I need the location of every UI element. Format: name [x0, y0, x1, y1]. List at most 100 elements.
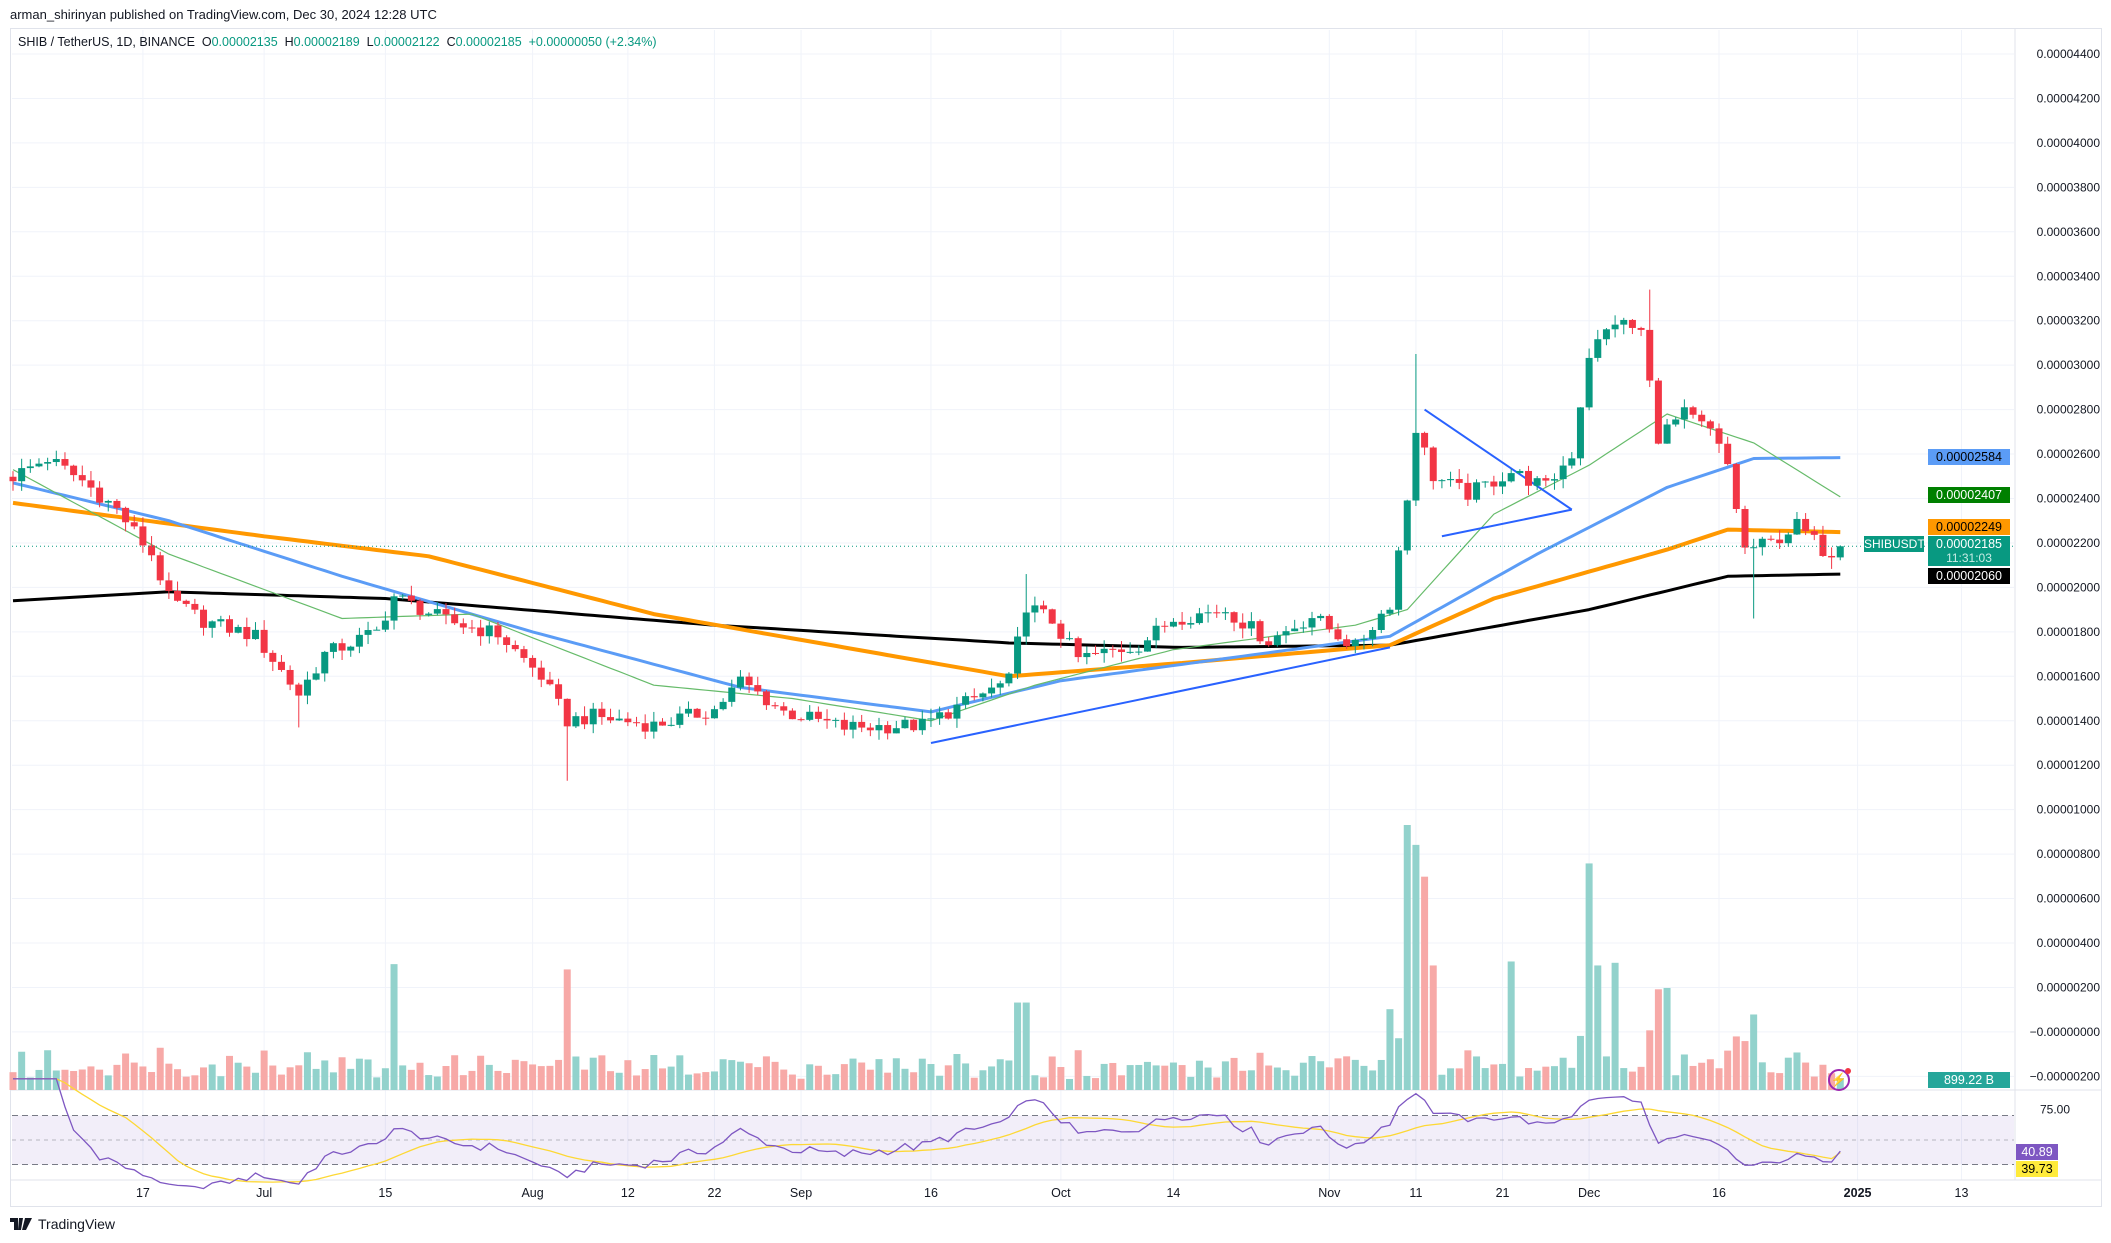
- volume-bar: [1507, 961, 1515, 1090]
- candle: [373, 626, 381, 631]
- volume-bar: [1334, 1058, 1342, 1090]
- candle: [1758, 536, 1766, 556]
- candle-body: [1169, 621, 1177, 627]
- candle-body: [286, 669, 294, 685]
- candle-body: [858, 721, 866, 728]
- candle: [485, 621, 493, 644]
- price-axis-label: 0.00004200: [2037, 91, 2101, 105]
- candle-body: [1230, 612, 1238, 623]
- volume-bar: [1273, 1067, 1281, 1090]
- volume-bar: [624, 1060, 632, 1090]
- volume-bar: [1282, 1070, 1290, 1090]
- candle: [771, 702, 779, 709]
- candle: [338, 638, 346, 661]
- candle: [1204, 604, 1212, 623]
- candle: [260, 620, 268, 658]
- candle: [659, 718, 666, 726]
- volume-bar: [1750, 1014, 1758, 1090]
- volume-bar: [96, 1069, 104, 1090]
- candle-body: [373, 629, 381, 631]
- volume-bar: [1369, 1070, 1377, 1090]
- volume-bar: [1732, 1036, 1740, 1090]
- volume-bar: [139, 1066, 147, 1090]
- candle: [1464, 473, 1472, 507]
- candle-body: [1525, 470, 1532, 486]
- footer: TradingView: [10, 1216, 115, 1232]
- candle: [130, 515, 138, 530]
- candle-body: [1031, 605, 1039, 613]
- volume-bar: [1117, 1075, 1125, 1090]
- candle: [269, 650, 277, 672]
- candle: [650, 711, 658, 739]
- candle: [1784, 532, 1792, 547]
- candle: [641, 714, 649, 740]
- price-axis-label: 0.00001000: [2037, 803, 2101, 817]
- volume-bar: [226, 1055, 233, 1090]
- candle-body: [988, 687, 996, 694]
- candle: [537, 660, 545, 688]
- candle-body: [1308, 618, 1316, 628]
- candle-body: [355, 634, 363, 647]
- volume-bar: [589, 1057, 597, 1090]
- candle: [1481, 481, 1489, 488]
- volume-bar: [1550, 1066, 1558, 1090]
- candle-body: [1273, 635, 1281, 646]
- volume-bar: [1187, 1076, 1195, 1090]
- candle: [1672, 416, 1680, 427]
- time-axis-label: Oct: [1051, 1186, 1071, 1200]
- volume-bar: [667, 1066, 675, 1090]
- candle-body: [130, 522, 138, 527]
- alert-lightning-icon[interactable]: ⚡: [1828, 1068, 1851, 1091]
- volume-bar: [780, 1069, 788, 1090]
- candle: [277, 655, 285, 672]
- candle-body: [1360, 638, 1368, 640]
- candle-body: [251, 629, 259, 640]
- candle: [451, 607, 459, 626]
- volume-bar: [1386, 1009, 1394, 1090]
- price-axis-label: −0.00000000: [2030, 1025, 2101, 1039]
- close-label: C: [446, 35, 456, 49]
- volume-bar: [1057, 1067, 1065, 1090]
- volume-bar: [373, 1077, 381, 1090]
- candle: [1585, 348, 1593, 411]
- volume-bar: [1325, 1067, 1333, 1090]
- volume-bar: [503, 1073, 511, 1090]
- candle: [1628, 319, 1636, 335]
- volume-bar: [1343, 1056, 1351, 1090]
- candle-body: [1317, 615, 1325, 619]
- price-axis-label: 0.00003200: [2037, 314, 2101, 328]
- volume-bar: [814, 1065, 822, 1090]
- volume-bar: [849, 1058, 857, 1090]
- candle: [1247, 612, 1255, 637]
- candle-body: [390, 596, 398, 621]
- candle-body: [1351, 639, 1359, 647]
- candle-body: [659, 721, 666, 726]
- candle: [182, 599, 190, 607]
- tradingview-logo-icon: [10, 1218, 32, 1230]
- symbol-name[interactable]: SHIB / TetherUS, 1D, BINANCE: [18, 35, 195, 49]
- candle-body: [148, 545, 156, 556]
- volume-bar: [485, 1064, 493, 1090]
- volume-bar: [217, 1076, 225, 1090]
- candle-body: [1343, 639, 1351, 647]
- candle-body: [970, 696, 978, 698]
- candle: [1395, 546, 1403, 616]
- price-axis-label: 0.00000400: [2037, 936, 2101, 950]
- candle: [1221, 607, 1229, 620]
- candle: [1256, 619, 1264, 645]
- candle: [693, 707, 701, 718]
- volume-bar: [44, 1050, 52, 1090]
- brand-name[interactable]: TradingView: [38, 1216, 116, 1232]
- candle-body: [485, 625, 493, 637]
- volume-bar: [555, 1059, 563, 1090]
- volume-bar: [762, 1056, 770, 1090]
- candle-body: [1282, 631, 1290, 636]
- candle: [70, 464, 78, 482]
- candle: [1611, 315, 1619, 338]
- volume-bar: [1481, 1068, 1489, 1090]
- volume-bar: [840, 1064, 848, 1090]
- candle-body: [1265, 641, 1273, 646]
- candle: [399, 593, 407, 600]
- candle: [702, 711, 710, 726]
